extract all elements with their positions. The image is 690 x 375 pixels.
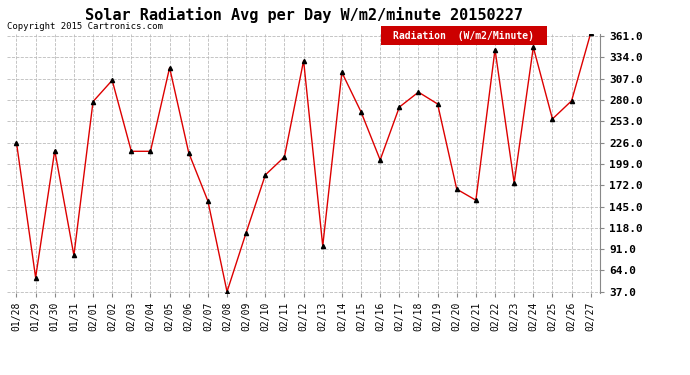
Title: Solar Radiation Avg per Day W/m2/minute 20150227: Solar Radiation Avg per Day W/m2/minute … xyxy=(85,8,522,23)
Text: Copyright 2015 Cartronics.com: Copyright 2015 Cartronics.com xyxy=(7,22,163,31)
